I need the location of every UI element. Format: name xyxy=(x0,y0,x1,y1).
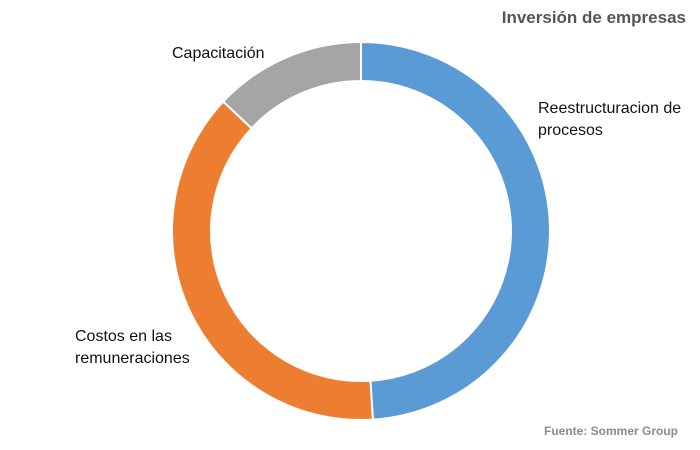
slice-label-line: Reestructuracion de xyxy=(538,100,682,117)
slice-reestructuracion xyxy=(360,40,551,421)
chart-title: Inversión de empresas xyxy=(501,8,686,27)
slice-label-line: Costos en las xyxy=(75,328,172,345)
slice-label-line: Capacitación xyxy=(172,45,265,62)
slice-label-costos: Costos en las remuneraciones xyxy=(75,326,190,371)
chart-source: Fuente: Sommer Group xyxy=(543,424,678,438)
slice-label-capacitacion: Capacitación xyxy=(172,43,265,65)
slice-costos xyxy=(171,100,374,421)
slice-label-reestructuracion: Reestructuracion de procesos xyxy=(538,98,681,143)
slice-capacitacion xyxy=(221,40,362,130)
slice-label-line: procesos xyxy=(538,122,603,140)
slice-label-line: remuneraciones xyxy=(75,350,190,368)
